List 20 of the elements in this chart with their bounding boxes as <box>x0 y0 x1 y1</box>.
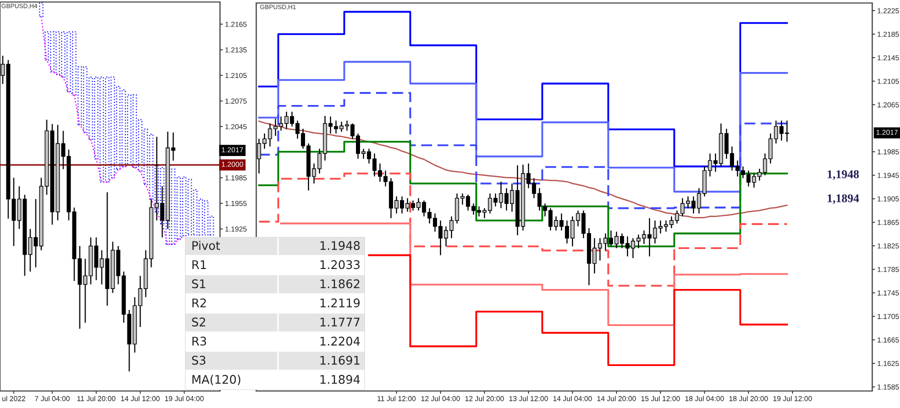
data-label: 1.1862 <box>320 279 360 288</box>
line-series <box>40 16 185 245</box>
data-label: 1.2119 <box>320 298 360 308</box>
data-label: 1.2033 <box>320 260 360 270</box>
category-label: Pivot <box>192 240 220 250</box>
data-label: 1.1948 <box>320 241 360 250</box>
category-label: R1 <box>192 260 206 269</box>
bar <box>39 2 44 18</box>
category-label: S1 <box>192 279 206 288</box>
category-label: R2 <box>192 298 206 308</box>
category-label: R3 <box>192 336 206 346</box>
data-label: 1.2204 <box>320 336 360 346</box>
category-label: S3 <box>192 356 206 365</box>
data-label: 1.1777 <box>320 318 360 326</box>
annotation: 1,1948 <box>828 170 859 180</box>
annotation: 1,1894 <box>828 194 860 204</box>
data-label: 1.1894 <box>320 374 360 384</box>
category-label: S2 <box>192 318 206 326</box>
data-label: 1.1691 <box>320 356 360 365</box>
category-label: MA(120) <box>192 374 240 386</box>
